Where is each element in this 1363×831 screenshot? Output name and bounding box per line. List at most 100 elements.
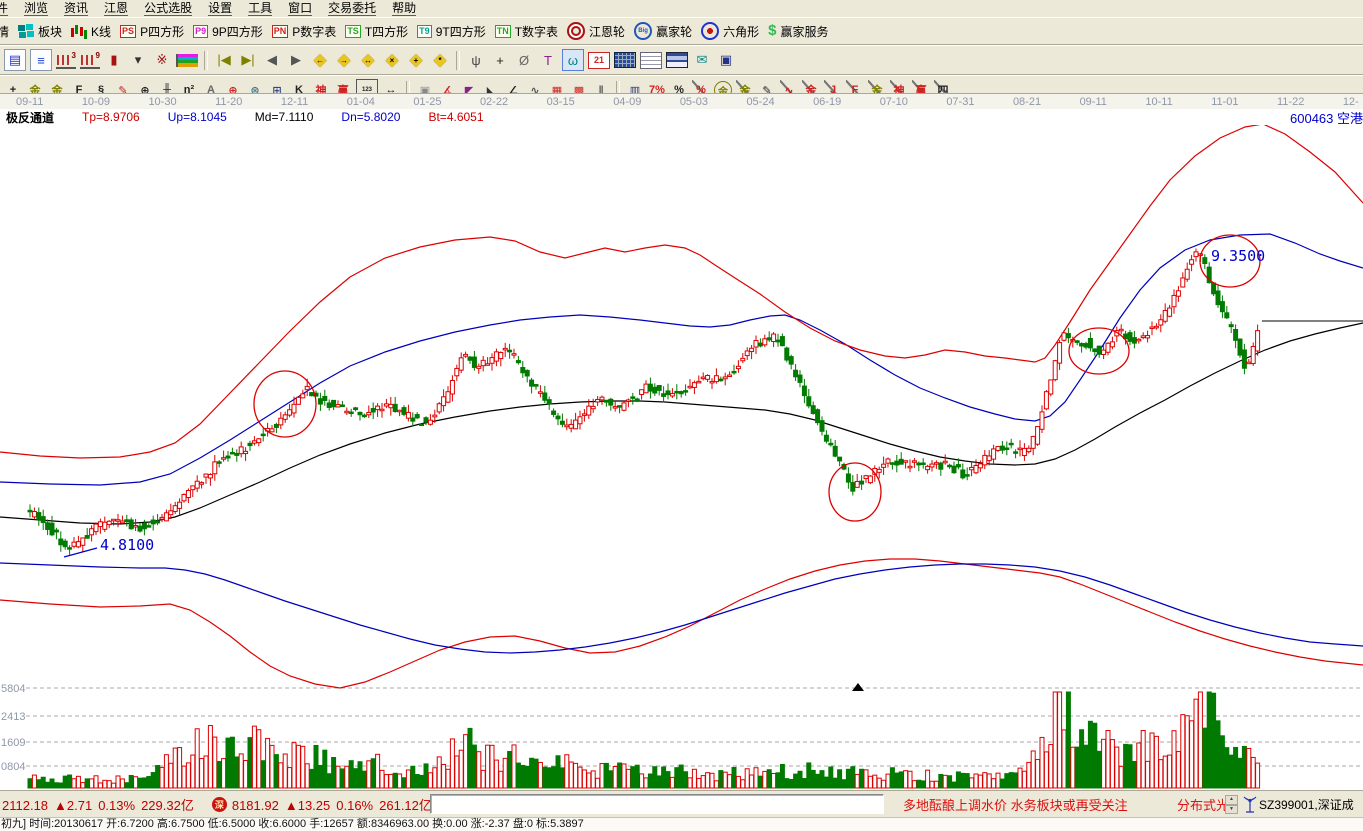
kline-3-icon[interactable]: 3: [56, 51, 76, 69]
date-label-1: 10-09: [81, 95, 110, 108]
circle-cross-icon[interactable]: ⊕: [228, 84, 238, 97]
kline-9-icon[interactable]: 9: [80, 51, 100, 69]
menu-item-3[interactable]: 江恩: [104, 1, 129, 16]
fit-width-icon[interactable]: ◆ ↔: [361, 50, 375, 69]
brush-icon[interactable]: ✎: [118, 84, 128, 97]
next-bar-icon[interactable]: ▶: [291, 52, 301, 67]
shenzhen-index-quote[interactable]: 8181.92 ▲13.25 0.16% 261.12亿: [232, 795, 438, 814]
menu-item-2[interactable]: 资讯: [64, 1, 89, 16]
tool-t-square[interactable]: TS T四方形: [345, 23, 408, 40]
price-fork-icon[interactable]: F: [75, 84, 83, 96]
tool-hexagon[interactable]: 六角形: [701, 22, 759, 40]
dynamic-analysis-icon[interactable]: ※: [156, 52, 168, 67]
zigzag-icon[interactable]: ∿: [530, 84, 540, 97]
crosshair-icon[interactable]: +: [496, 52, 504, 68]
spider-web-icon[interactable]: ⊛: [250, 84, 260, 97]
fan-lines-red-icon[interactable]: ∡: [442, 84, 452, 97]
square-of-nine-icon[interactable]: n²: [183, 84, 195, 96]
last-bar-icon[interactable]: ▶|: [241, 52, 255, 67]
calendar-icon[interactable]: 21: [588, 51, 610, 69]
tool-t9-square[interactable]: T9 9T四方形: [417, 23, 486, 40]
compress-bars-icon[interactable]: ◆ ×: [385, 50, 399, 69]
gann-circle-icon[interactable]: ⊕: [140, 84, 150, 97]
parallel-lines-icon[interactable]: ∥: [598, 84, 604, 97]
expand-bars-icon[interactable]: ◆ +: [409, 50, 423, 69]
cross-tool-icon[interactable]: +: [9, 84, 17, 96]
full-view-icon-shape: ◆: [433, 50, 447, 69]
candle-style-icon[interactable]: ▮: [110, 52, 118, 67]
news-ticker-2[interactable]: 分布式光: [1177, 797, 1225, 813]
save-icon[interactable]: [666, 52, 688, 68]
gann-wheel-label: 江恩轮: [589, 24, 626, 39]
remote-pc-icon[interactable]: ▣: [719, 52, 733, 67]
menu-item-0[interactable]: 件: [0, 1, 9, 16]
prev-bar-icon[interactable]: ◀: [267, 52, 277, 67]
main-chart[interactable]: 5804 2413 1609 0804 9.3500 4.8100: [0, 123, 1363, 790]
pan-hand-icon[interactable]: ψ: [471, 52, 481, 68]
tools-icon[interactable]: T: [544, 52, 552, 68]
measure-icon[interactable]: Ø: [518, 52, 530, 68]
gold-split2-icon[interactable]: 金: [51, 85, 63, 97]
gann-cloud-icon[interactable]: ω: [562, 49, 584, 71]
news-ticker[interactable]: 多地酝酿上调水价 水务板块或再受关注: [903, 797, 1128, 813]
menu-item-9[interactable]: 帮助: [392, 1, 417, 16]
tool-gann-wheel[interactable]: 江恩轮: [567, 22, 625, 40]
scroll-right-icon[interactable]: ◆ →: [337, 50, 351, 69]
gold-split-icon[interactable]: 金: [29, 85, 41, 97]
menu-item-5[interactable]: 设置: [208, 1, 233, 16]
chart-area[interactable]: 5804 2413 1609 0804 9.3500 4.8100: [0, 123, 1363, 790]
dropdown-arrow-icon[interactable]: ▾: [134, 52, 142, 67]
ink-brush-icon[interactable]: ✎: [762, 84, 772, 97]
calculator-icon[interactable]: [614, 52, 636, 68]
scroll-left-icon[interactable]: ◆ ←: [313, 50, 327, 69]
menu-item-1[interactable]: 浏览: [24, 1, 49, 16]
menu-item-6[interactable]: 工具: [248, 1, 273, 16]
fan-box-dark-icon[interactable]: ◣: [486, 84, 496, 97]
t-square-icon: TS: [345, 24, 361, 38]
span-arrows-icon[interactable]: ↔: [385, 84, 397, 96]
tool-t-number-table[interactable]: TN T数字表: [494, 23, 558, 40]
spiral-icon[interactable]: §: [97, 84, 105, 96]
menu-item-7[interactable]: 窗口: [288, 1, 313, 16]
tool-p9-square[interactable]: P9 9P四方形: [193, 23, 263, 40]
tool-quote-page[interactable]: 情: [0, 23, 9, 40]
symbol-toolbar: 情板块 K线 PS P四方形 P9 9P四方形 PN P数字表 TS T四方形 T9 9T四方形 TN T…: [0, 17, 1363, 45]
spinner-down-icon[interactable]: ▼: [1225, 804, 1238, 814]
menu-item-8[interactable]: 交易委托: [328, 1, 377, 16]
box-select-icon[interactable]: ▣: [419, 84, 431, 97]
quote-screen-icon[interactable]: ▤: [4, 49, 26, 71]
full-view-icon[interactable]: ◆ *: [433, 50, 447, 69]
stats-panel-icon[interactable]: ▥: [629, 84, 641, 97]
grid-red2-icon[interactable]: ▩: [573, 84, 585, 97]
tool-winner-wheel[interactable]: Big 赢家轮: [634, 22, 692, 40]
tool-kline[interactable]: K线: [71, 23, 111, 40]
stock-code-input[interactable]: [430, 794, 884, 814]
tool-p-number-table[interactable]: PN P数字表: [271, 23, 336, 40]
percent-icon[interactable]: %: [674, 84, 684, 96]
mirror-line-icon[interactable]: A: [207, 84, 215, 96]
menu-item-4[interactable]: 公式选股: [144, 1, 193, 16]
shen-tool-icon[interactable]: 神: [315, 85, 327, 97]
info-document-icon[interactable]: ≡: [30, 49, 52, 71]
notepad-icon[interactable]: [640, 51, 662, 69]
signal-flag-icon[interactable]: [176, 53, 198, 67]
tool-p-square[interactable]: PS P四方形: [120, 23, 184, 40]
ohlc-info-text: 初九] 时间:20130617 开:6.7200 高:6.7500 低:6.50…: [1, 818, 584, 830]
status-bar: 2112.18 ▲2.71 0.13% 229.32亿 深 8181.92 ▲13.25…: [0, 790, 1363, 817]
k-quote-icon[interactable]: K: [295, 84, 303, 96]
tool-sector-blocks[interactable]: 板块: [18, 23, 62, 40]
first-bar-icon[interactable]: |◀: [217, 52, 231, 67]
shanghai-index-quote[interactable]: 2112.18 ▲2.71 0.13% 229.32亿: [2, 795, 200, 814]
tool-winner-service[interactable]: $ 赢家服务: [768, 23, 828, 40]
angle-lines-icon[interactable]: ∠: [508, 84, 518, 97]
svg-text:0804: 0804: [1, 761, 25, 773]
spinner-up-icon[interactable]: ▲: [1225, 795, 1238, 805]
mail-report-icon[interactable]: ✉: [696, 52, 708, 67]
fan-box-purple-icon[interactable]: ◤: [464, 84, 474, 97]
time-ruler-icon[interactable]: ╫: [163, 84, 171, 96]
box-web-icon[interactable]: ⊞: [272, 84, 282, 97]
winner-service-label: 赢家服务: [780, 24, 829, 39]
shenzhen-badge-icon: 深: [211, 796, 227, 812]
ying-tool-icon[interactable]: 赢: [337, 85, 349, 97]
grid-red-icon[interactable]: ▦: [551, 84, 563, 97]
